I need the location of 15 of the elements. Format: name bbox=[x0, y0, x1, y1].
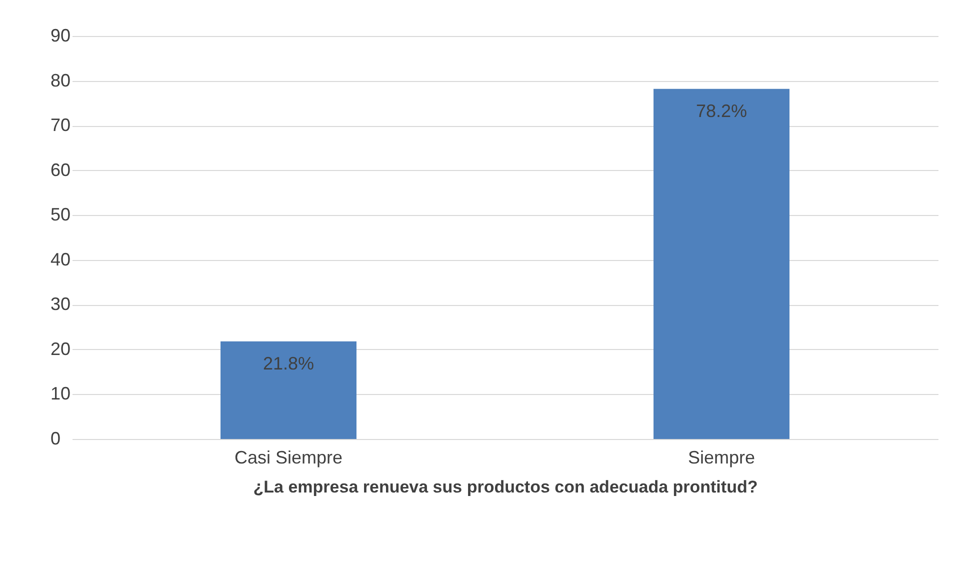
y-tick-label: 60 bbox=[50, 160, 71, 180]
y-tick-label: 40 bbox=[50, 249, 71, 270]
y-tick-label: 80 bbox=[50, 70, 71, 90]
x-tick-label: Casi Siempre bbox=[234, 448, 343, 468]
data-label: 21.8% bbox=[262, 353, 314, 374]
y-tick-label: 70 bbox=[50, 115, 71, 136]
y-tick-label: 90 bbox=[50, 26, 71, 46]
x-tick-label: Siempre bbox=[688, 448, 756, 468]
x-axis-title: ¿La empresa renueva sus productos con adecuada prontitud? bbox=[253, 478, 758, 496]
y-tick-label: 30 bbox=[50, 294, 71, 314]
y-tick-label: 0 bbox=[50, 428, 61, 448]
y-tick-label: 50 bbox=[50, 204, 71, 225]
y-tick-label: 20 bbox=[50, 338, 71, 359]
y-tick-label: 10 bbox=[50, 384, 71, 404]
data-label: 78.2% bbox=[696, 100, 748, 121]
